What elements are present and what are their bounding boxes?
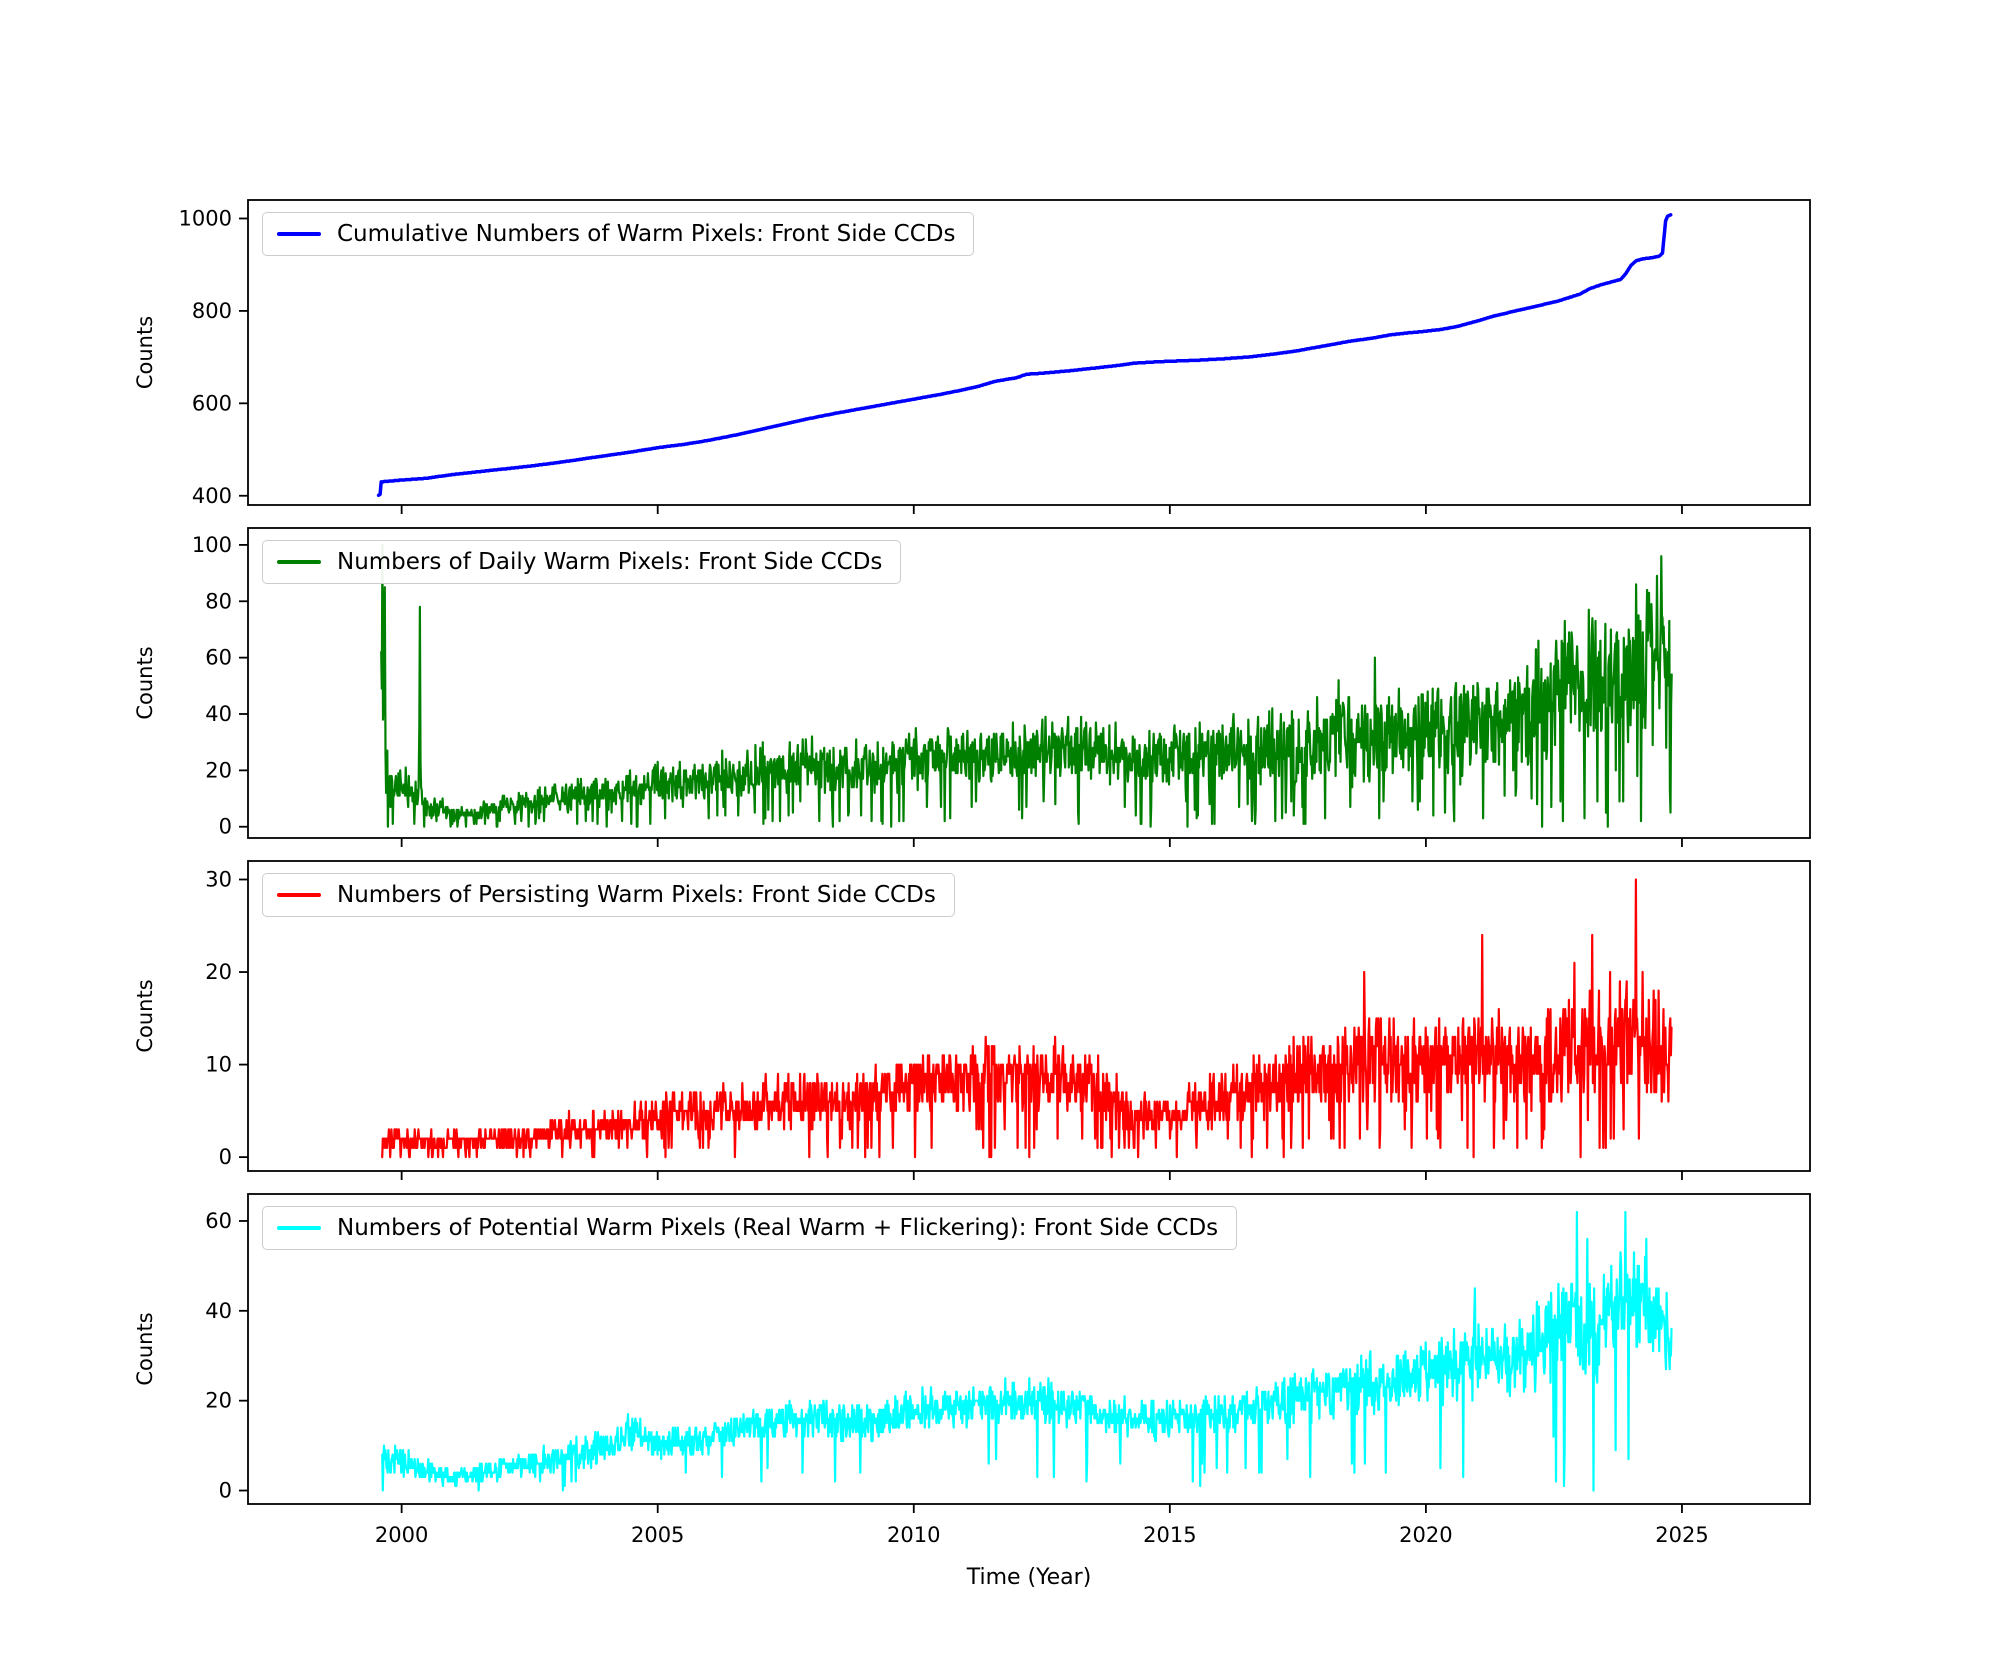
y-tick-label: 20 <box>205 758 232 782</box>
y-axis-label: Counts <box>133 316 157 389</box>
y-tick-label: 100 <box>192 533 232 557</box>
axes-frame <box>247 860 1811 1172</box>
y-tick-label: 40 <box>205 702 232 726</box>
legend-label: Numbers of Potential Warm Pixels (Real W… <box>337 1215 1219 1241</box>
y-tick-label: 10 <box>205 1053 232 1077</box>
y-tick-label: 0 <box>219 1145 232 1169</box>
x-tick-label: 2005 <box>631 1523 684 1547</box>
series-line-2 <box>381 878 1673 1159</box>
x-tick-label: 2025 <box>1655 1523 1708 1547</box>
y-tick-label: 0 <box>219 1479 232 1503</box>
x-axis-label: Time (Year) <box>966 1565 1092 1590</box>
legend-label: Numbers of Persisting Warm Pixels: Front… <box>337 882 936 908</box>
y-tick-label: 600 <box>192 391 232 415</box>
x-tick-label: 2015 <box>1143 1523 1196 1547</box>
legend-daily-warm-pixels: Numbers of Daily Warm Pixels: Front Side… <box>262 540 902 584</box>
series-line-3 <box>381 1210 1673 1492</box>
y-tick-label: 60 <box>205 646 232 670</box>
axes-frame <box>247 527 1811 839</box>
axes-frame <box>247 1193 1811 1505</box>
legend-line-icon <box>277 559 321 565</box>
axes-frame <box>247 199 1811 506</box>
legend-persisting-warm-pixels: Numbers of Persisting Warm Pixels: Front… <box>262 873 955 917</box>
y-axis-label: Counts <box>133 979 157 1052</box>
y-tick-label: 40 <box>205 1299 232 1323</box>
y-tick-label: 60 <box>205 1209 232 1233</box>
y-tick-label: 20 <box>205 960 232 984</box>
legend-label: Numbers of Daily Warm Pixels: Front Side… <box>337 549 883 575</box>
legend-label: Cumulative Numbers of Warm Pixels: Front… <box>337 221 956 247</box>
y-axis-label: Counts <box>133 646 157 719</box>
x-tick-label: 2020 <box>1399 1523 1452 1547</box>
x-tick-label: 2000 <box>375 1523 428 1547</box>
series-line-1 <box>380 543 1673 828</box>
legend-line-icon <box>277 231 321 237</box>
y-tick-label: 30 <box>205 868 232 892</box>
legend-cumulative-warm-pixels: Cumulative Numbers of Warm Pixels: Front… <box>262 212 975 256</box>
y-axis-label: Counts <box>133 1312 157 1385</box>
y-tick-label: 20 <box>205 1389 232 1413</box>
y-tick-label: 400 <box>192 484 232 508</box>
legend-potential-warm-pixels: Numbers of Potential Warm Pixels (Real W… <box>262 1206 1238 1250</box>
series-line-0 <box>376 213 1673 498</box>
y-tick-label: 0 <box>219 815 232 839</box>
x-tick-label: 2010 <box>887 1523 940 1547</box>
legend-line-icon <box>277 892 321 898</box>
y-tick-label: 80 <box>205 589 232 613</box>
y-tick-label: 800 <box>192 299 232 323</box>
y-tick-label: 1000 <box>179 206 232 230</box>
legend-line-icon <box>277 1225 321 1231</box>
